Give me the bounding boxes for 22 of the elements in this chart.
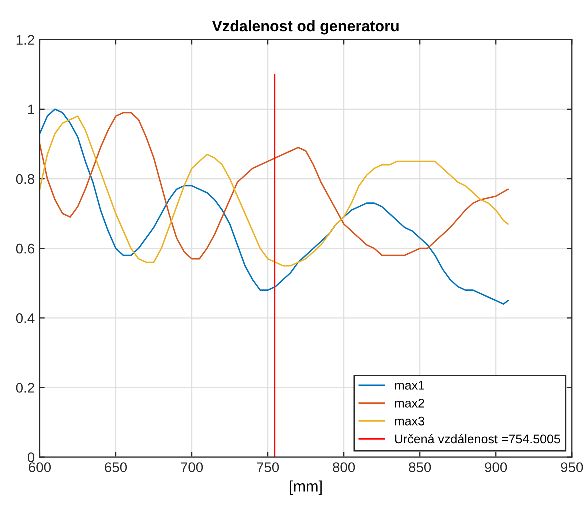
y-tick-label: 0.2 (16, 383, 34, 393)
y-tick-label: 1 (28, 104, 34, 114)
legend-label: max2 (395, 398, 424, 408)
y-tick-label: 0 (28, 452, 35, 463)
legend-label: Určená vzdálenost =754.5005 (395, 434, 560, 444)
chart-title: Vzdalenost od generatoru (212, 20, 399, 35)
x-tick-label: 700 (181, 462, 204, 472)
y-tick-label: 0.6 (16, 244, 35, 254)
line-series (40, 108, 509, 305)
x-tick-label: 950 (561, 462, 584, 472)
legend-label: max3 (395, 416, 424, 426)
y-tick-label: 1.2 (16, 35, 34, 45)
x-tick-label: 650 (105, 462, 128, 472)
x-axis-title: [mm] (290, 480, 322, 495)
x-tick-label: 900 (485, 462, 508, 472)
legend-label: max1 (395, 381, 424, 390)
y-tick-label: 0.4 (16, 314, 35, 324)
y-tick-label: 0.8 (16, 174, 35, 184)
x-tick-label: 850 (409, 462, 432, 472)
x-tick-label: 600 (29, 462, 52, 472)
x-tick-label: 800 (333, 462, 356, 472)
x-tick-label: 750 (257, 462, 280, 472)
